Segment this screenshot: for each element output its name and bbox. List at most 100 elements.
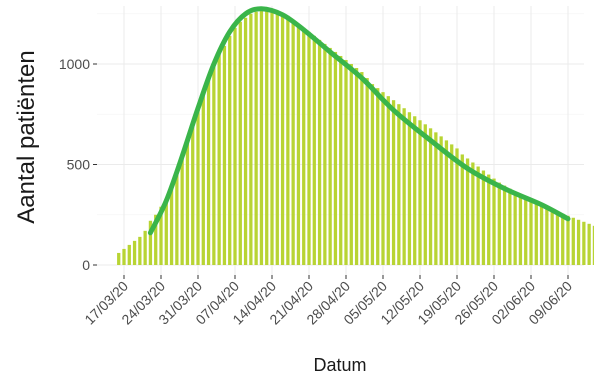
bar (333, 51, 338, 265)
bar (344, 59, 348, 266)
bar (450, 144, 454, 265)
bar (127, 244, 131, 265)
bar (243, 17, 248, 265)
bar (275, 11, 279, 265)
bar (280, 13, 285, 265)
bar (391, 100, 396, 266)
bar (217, 53, 221, 266)
bar (365, 78, 369, 265)
bar (222, 45, 227, 265)
bar (428, 128, 433, 265)
bar (418, 120, 422, 265)
bar (259, 9, 264, 266)
bar (481, 170, 486, 265)
bar (148, 220, 153, 265)
bar (169, 186, 174, 265)
bar (185, 140, 190, 265)
bar (502, 185, 507, 265)
bar (159, 206, 163, 265)
bar (561, 213, 565, 265)
bar (233, 27, 237, 265)
bar (228, 35, 232, 265)
bar (487, 174, 491, 265)
y-tick-label: 500 (67, 157, 91, 173)
bar (550, 209, 554, 265)
bar-series (117, 8, 594, 266)
bar (164, 200, 168, 265)
bar (592, 225, 594, 265)
bar (444, 140, 449, 265)
bar (138, 236, 142, 265)
bar (513, 191, 517, 265)
bar (143, 230, 147, 265)
bar (339, 55, 343, 266)
bar (465, 158, 470, 265)
bar (508, 188, 512, 265)
bar (555, 211, 560, 265)
bar (370, 84, 375, 265)
bar (191, 124, 195, 265)
bar (534, 203, 538, 265)
bar (291, 19, 295, 266)
bar (180, 156, 184, 265)
bar (376, 88, 380, 266)
y-axis-title: Aantal patiënten (13, 50, 40, 223)
bar (539, 205, 544, 265)
bar (175, 172, 179, 265)
bar (518, 194, 523, 265)
bar (545, 207, 549, 265)
bar (407, 112, 412, 266)
bar (576, 219, 581, 265)
y-axis: 0 500 1000 (59, 56, 97, 273)
x-axis-title: Datum (313, 355, 366, 375)
trend-line-series (147, 6, 571, 236)
trend-line (147, 6, 571, 236)
bar (349, 64, 353, 265)
bar (434, 132, 438, 265)
bar (497, 182, 501, 265)
bar (386, 96, 390, 265)
bar (201, 92, 205, 265)
y-tick-label: 1000 (59, 56, 90, 72)
bar (471, 162, 475, 265)
bar (312, 35, 316, 265)
bar (439, 136, 443, 265)
bar (360, 72, 364, 265)
bar (238, 21, 242, 265)
bar (117, 252, 121, 265)
bar (302, 27, 306, 265)
bar (196, 108, 200, 265)
bar (587, 223, 591, 265)
bar (582, 221, 586, 265)
bar (381, 92, 385, 265)
bar (524, 197, 528, 265)
bar (397, 104, 401, 265)
bar (328, 47, 332, 265)
bar (206, 80, 211, 265)
bar (402, 108, 406, 265)
bar (122, 248, 126, 265)
bar (296, 23, 301, 265)
bar (265, 8, 269, 265)
bar (132, 240, 137, 265)
y-tick-label: 0 (82, 257, 90, 273)
bar (413, 116, 417, 265)
bar (317, 39, 322, 265)
bar (476, 166, 480, 265)
bar (154, 214, 158, 265)
bar (307, 31, 311, 266)
bar (254, 11, 258, 265)
bar (286, 15, 290, 266)
x-axis: 17/03/2024/03/2031/03/2007/04/2014/04/20… (81, 275, 575, 328)
bar (323, 43, 327, 266)
bar (354, 68, 359, 266)
bar (249, 13, 253, 265)
bar (423, 124, 427, 265)
bar (270, 9, 274, 266)
bar (566, 215, 570, 265)
bar (455, 148, 459, 265)
bar (571, 217, 575, 265)
bar (492, 178, 496, 265)
